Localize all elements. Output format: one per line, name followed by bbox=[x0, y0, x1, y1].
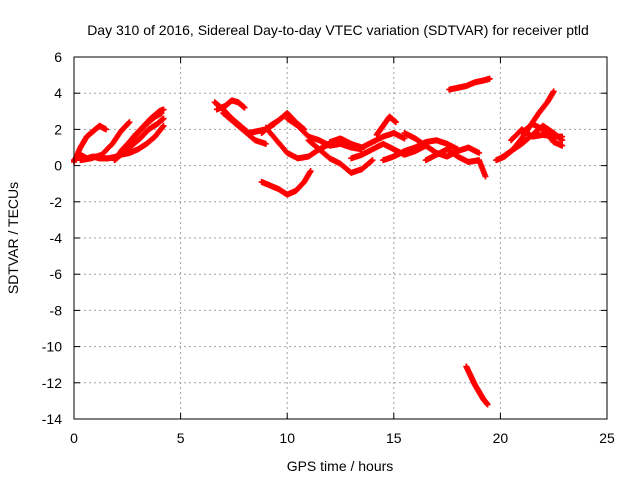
x-tick-label: 0 bbox=[70, 430, 78, 446]
data-point bbox=[368, 158, 375, 165]
y-tick-label: 4 bbox=[54, 85, 62, 101]
y-tick-label: -4 bbox=[50, 230, 63, 246]
data-point bbox=[307, 168, 314, 175]
series-arc-06 bbox=[117, 110, 165, 155]
data-point bbox=[158, 110, 165, 117]
y-axis-label: SDTVAR / TECUs bbox=[5, 182, 21, 294]
y-tick-label: -6 bbox=[50, 266, 63, 282]
data-marks bbox=[71, 75, 566, 408]
series-arc-10 bbox=[220, 110, 269, 147]
data-point bbox=[160, 115, 167, 122]
data-point bbox=[550, 88, 557, 95]
series-arc-12 bbox=[262, 124, 333, 162]
series-arc-03 bbox=[77, 119, 133, 164]
data-point bbox=[559, 133, 566, 140]
x-tick-label: 25 bbox=[599, 430, 615, 446]
data-point bbox=[262, 140, 269, 147]
chart-title: Day 310 of 2016, Sidereal Day-to-day VTE… bbox=[87, 22, 589, 38]
y-tick-label: -8 bbox=[50, 302, 63, 318]
series-arc-16 bbox=[326, 130, 408, 151]
data-point bbox=[160, 122, 167, 129]
series-arc-27 bbox=[518, 120, 566, 149]
data-point bbox=[369, 157, 376, 164]
y-tick-label: -2 bbox=[50, 194, 63, 210]
data-point bbox=[484, 401, 491, 408]
series-arc-23 bbox=[463, 363, 491, 408]
y-tick-label: -12 bbox=[42, 375, 62, 391]
axis-ticks bbox=[73, 56, 608, 420]
series-arc-21 bbox=[422, 146, 489, 180]
series-arc-13 bbox=[258, 168, 314, 198]
series-arc-09 bbox=[213, 97, 248, 113]
data-point bbox=[160, 106, 167, 113]
data-point bbox=[486, 75, 493, 82]
data-point bbox=[102, 126, 109, 133]
series-arc-15 bbox=[305, 137, 376, 176]
data-point bbox=[401, 135, 408, 142]
series-arc-19 bbox=[380, 137, 461, 164]
data-point bbox=[159, 123, 166, 130]
tick-labels: 0 5 10 15 20 25 -14 -12 -10 -8 -6 -4 -2 0 2 4 6 bbox=[42, 49, 615, 446]
x-tick-label: 5 bbox=[177, 430, 185, 446]
y-tick-label: 0 bbox=[54, 158, 62, 174]
data-point bbox=[559, 142, 566, 149]
x-tick-label: 10 bbox=[279, 430, 295, 446]
data-point bbox=[482, 173, 489, 180]
y-tick-label: 6 bbox=[54, 49, 62, 65]
y-tick-label: 2 bbox=[54, 121, 62, 137]
data-point bbox=[126, 119, 133, 126]
y-tick-label: -14 bbox=[42, 411, 62, 427]
x-tick-label: 15 bbox=[386, 430, 402, 446]
series-arc-18 bbox=[373, 113, 399, 138]
series-arc-07 bbox=[117, 122, 167, 158]
x-tick-label: 20 bbox=[493, 430, 509, 446]
data-point bbox=[241, 104, 248, 111]
data-point bbox=[476, 149, 483, 156]
data-point bbox=[392, 119, 399, 126]
x-axis-label: GPS time / hours bbox=[287, 458, 394, 474]
data-point bbox=[125, 120, 132, 127]
series-arc-22 bbox=[446, 75, 493, 93]
y-tick-label: -10 bbox=[42, 339, 62, 355]
